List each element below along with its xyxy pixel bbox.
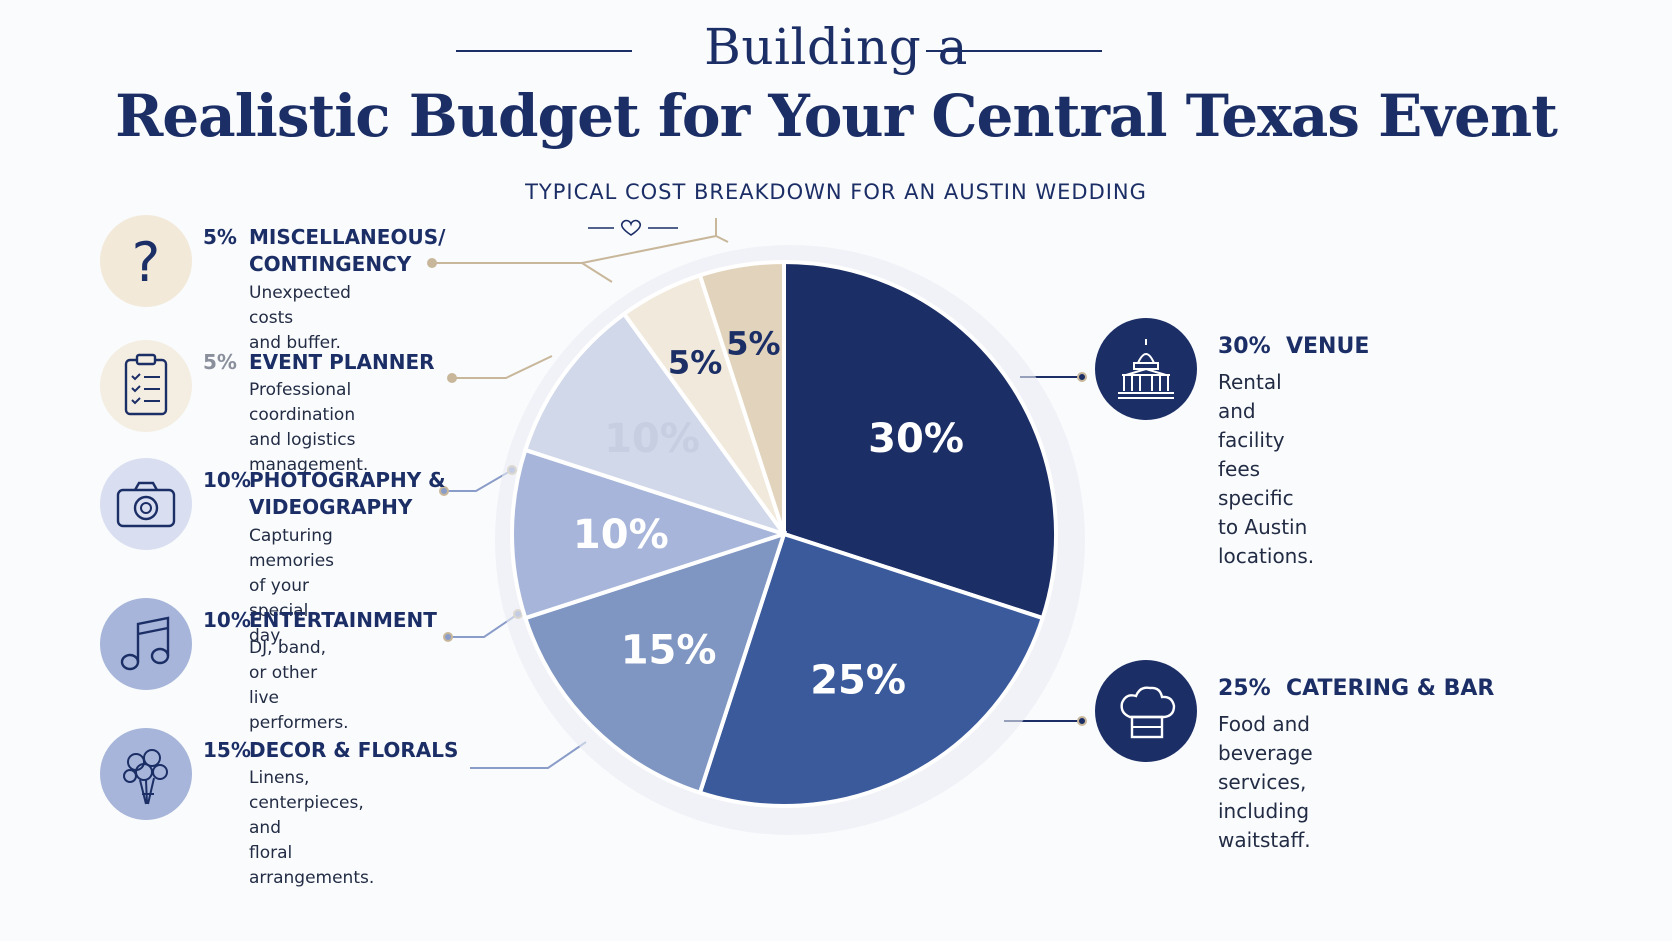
legend-description: Unexpected costs and buffer. <box>249 281 351 356</box>
legend-icon-circle <box>100 340 192 432</box>
connector-line <box>444 469 513 492</box>
pie-slice <box>697 259 786 535</box>
page-title: Realistic Budget for Your Central Texas … <box>115 82 1558 150</box>
chef-hat-icon <box>1120 686 1176 739</box>
legend-description-line1: Food and beverage services, <box>1218 712 1313 794</box>
legend-percent: 5% <box>203 350 237 374</box>
legend-description-line1: Professional coordination <box>249 380 356 425</box>
heart-icon <box>620 219 642 236</box>
title-rule-left <box>456 50 632 52</box>
connector-line <box>452 355 553 379</box>
legend-heading: 25% CATERING & BAR <box>1218 676 1494 701</box>
legend-heading-line1: DECOR & FLORALS <box>249 738 459 762</box>
chart-subtitle: TYPICAL COST BREAKDOWN FOR AN AUSTIN WED… <box>525 180 1147 204</box>
camera-icon <box>116 481 176 528</box>
legend-description-line1: Unexpected costs <box>249 283 351 328</box>
clipboard-icon <box>124 353 168 416</box>
connector-dot <box>439 486 449 496</box>
connector-dot <box>1077 716 1087 726</box>
legend-percent: 25% <box>1218 676 1271 701</box>
legend-heading: 10%PHOTOGRAPHY & VIDEOGRAPHY <box>203 467 446 521</box>
title-rule-right <box>926 50 1102 52</box>
legend-heading: 5% EVENT PLANNER <box>203 349 435 376</box>
legend-heading-line1: ENTERTAINMENT <box>249 608 437 632</box>
legend-description-line1: Capturing memories <box>249 526 335 571</box>
legend-percent: 5% <box>203 225 237 249</box>
legend-description-line2: live performers. <box>249 688 349 733</box>
legend-heading-line1: MISCELLANEOUS/ <box>249 225 446 249</box>
flowers-icon <box>123 749 168 805</box>
slice-label: 5% <box>726 325 780 363</box>
pie-slice <box>522 311 790 538</box>
pie-slice <box>697 531 1046 808</box>
legend-description-line2: and buffer. <box>249 333 341 353</box>
legend-heading: 10%ENTERTAINMENT <box>203 607 437 634</box>
connector-dot <box>1077 372 1087 382</box>
title-line-1: Building a <box>704 18 968 76</box>
legend-description: Rental and facility fees specific to Aust… <box>1218 368 1314 571</box>
connector-dot <box>443 632 453 642</box>
legend-description: Linens, centerpieces, and floral arrangem… <box>249 766 374 891</box>
legend-icon-circle <box>100 728 192 820</box>
legend-heading-line2: VIDEOGRAPHY <box>249 495 413 519</box>
music-note-icon <box>120 616 170 671</box>
slice-label: 25% <box>810 657 906 703</box>
legend-icon-circle <box>1095 318 1197 420</box>
legend-heading: 30% VENUE <box>1218 334 1369 359</box>
legend-heading: 5% MISCELLANEOUS/CONTINGENCY <box>203 224 445 278</box>
legend-heading-line1: EVENT PLANNER <box>249 350 435 374</box>
legend-description: DJ, band, or other live performers. <box>249 636 349 736</box>
connector-line <box>470 741 587 769</box>
legend-description: Professional coordination and logistics m… <box>249 378 368 478</box>
legend-heading-line2: CONTINGENCY <box>249 252 412 276</box>
pie-slice <box>782 259 1058 621</box>
slice-label: 10% <box>573 512 669 558</box>
legend-heading-text: CATERING & BAR <box>1286 676 1495 701</box>
slice-label: 5% <box>668 344 722 382</box>
legend-description-line1: DJ, band, or other <box>249 638 327 683</box>
legend-heading-text: VENUE <box>1286 334 1370 359</box>
connector-line <box>432 218 729 283</box>
slice-label: 10% <box>604 416 700 462</box>
legend-description-line2: specific to Austin locations. <box>1218 486 1315 568</box>
legend-icon-circle <box>1095 660 1197 762</box>
slice-label: 15% <box>621 627 717 673</box>
legend-heading-line1: PHOTOGRAPHY & <box>249 468 446 492</box>
legend-description-line2: including waitstaff. <box>1218 799 1311 852</box>
svg-text:?: ? <box>132 231 161 294</box>
pie-slice <box>510 447 791 621</box>
capitol-icon <box>1118 339 1174 399</box>
question-icon: ? <box>132 231 161 294</box>
slice-label: 30% <box>868 416 964 462</box>
connector-dot <box>427 258 437 268</box>
legend-description: Food and beverage services, including wai… <box>1218 710 1313 855</box>
legend-description: Capturing memories of your special day. <box>249 524 334 649</box>
legend-percent: 10% <box>203 468 251 492</box>
legend-description-line2: floral arrangements. <box>249 843 375 888</box>
legend-description-line1: Rental and facility fees <box>1218 370 1285 481</box>
connector-dot <box>447 373 457 383</box>
legend-description-line2: and logistics management. <box>249 430 369 475</box>
legend-percent: 15% <box>203 738 251 762</box>
legend-icon-circle <box>100 598 192 690</box>
legend-heading: 15%DECOR & FLORALS <box>203 737 458 764</box>
legend-description-line2: of your special day. <box>249 576 310 646</box>
legend-description-line1: Linens, centerpieces, and <box>249 768 364 838</box>
heart-divider <box>588 219 678 236</box>
legend-icon-circle: ? <box>100 215 192 307</box>
legend-percent: 10% <box>203 608 251 632</box>
legend-percent: 30% <box>1218 334 1271 359</box>
legend-icon-circle <box>100 458 192 550</box>
